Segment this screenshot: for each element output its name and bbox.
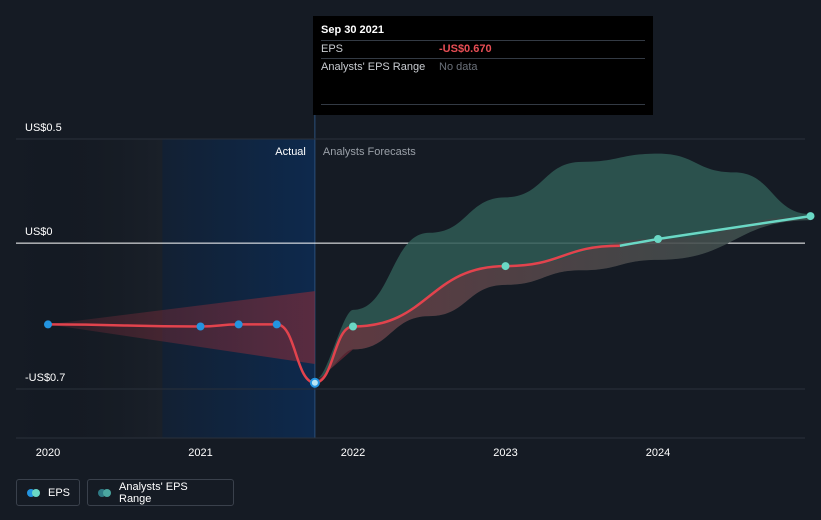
tooltip-range-key: Analysts' EPS Range — [321, 61, 426, 73]
actual-region — [162, 139, 315, 438]
tooltip-divider — [321, 104, 645, 105]
tooltip-date: Sep 30 2021 — [321, 24, 384, 36]
x-tick-label: 2023 — [493, 447, 517, 459]
eps-forecast-line — [314, 244, 620, 384]
past-fade-region — [16, 139, 163, 438]
actual-section-label: Actual — [275, 146, 306, 158]
eps-forecast-point — [349, 322, 357, 331]
eps-chart: US$0.5 US$0 -US$0.7 2020 2021 2022 2023 2024 Act… — [16, 115, 815, 459]
legend-analysts-range[interactable]: Analysts' EPS Range — [87, 479, 234, 506]
eps-forecast-point — [806, 212, 815, 221]
tooltip: Sep 30 2021 EPS -US$0.670 Analysts' EPS … — [313, 16, 653, 115]
y-axis-label: -US$0.7 — [25, 372, 65, 384]
tooltip-row-eps: EPS -US$0.670 — [321, 40, 645, 58]
eps-forecast-point — [654, 235, 662, 243]
y-axis-label: US$0.5 — [25, 122, 62, 134]
eps-forecast-point — [501, 262, 510, 271]
eps-point — [44, 320, 52, 329]
eps-point-highlighted — [309, 377, 320, 388]
legend-range-label: Analysts' EPS Range — [119, 480, 188, 505]
legend-eps[interactable]: EPS — [16, 479, 80, 506]
tooltip-row-range: Analysts' EPS Range No data — [321, 58, 645, 76]
y-axis-label: US$0 — [25, 226, 53, 238]
range-legend-icon — [98, 488, 111, 497]
eps-point — [196, 322, 205, 331]
tooltip-eps-value: -US$0.670 — [439, 43, 492, 55]
tooltip-range-value: No data — [439, 61, 478, 73]
legend-eps-label: EPS — [48, 486, 71, 499]
eps-point — [272, 320, 281, 329]
x-tick-label: 2021 — [188, 447, 212, 459]
eps-legend-icon — [27, 488, 40, 497]
tooltip-eps-key: EPS — [321, 43, 344, 55]
eps-point — [234, 320, 243, 329]
forecast-section-label: Analysts Forecasts — [323, 146, 416, 158]
x-tick-label: 2024 — [646, 447, 670, 459]
x-tick-label: 2022 — [341, 447, 365, 459]
x-tick-label: 2020 — [36, 447, 60, 459]
